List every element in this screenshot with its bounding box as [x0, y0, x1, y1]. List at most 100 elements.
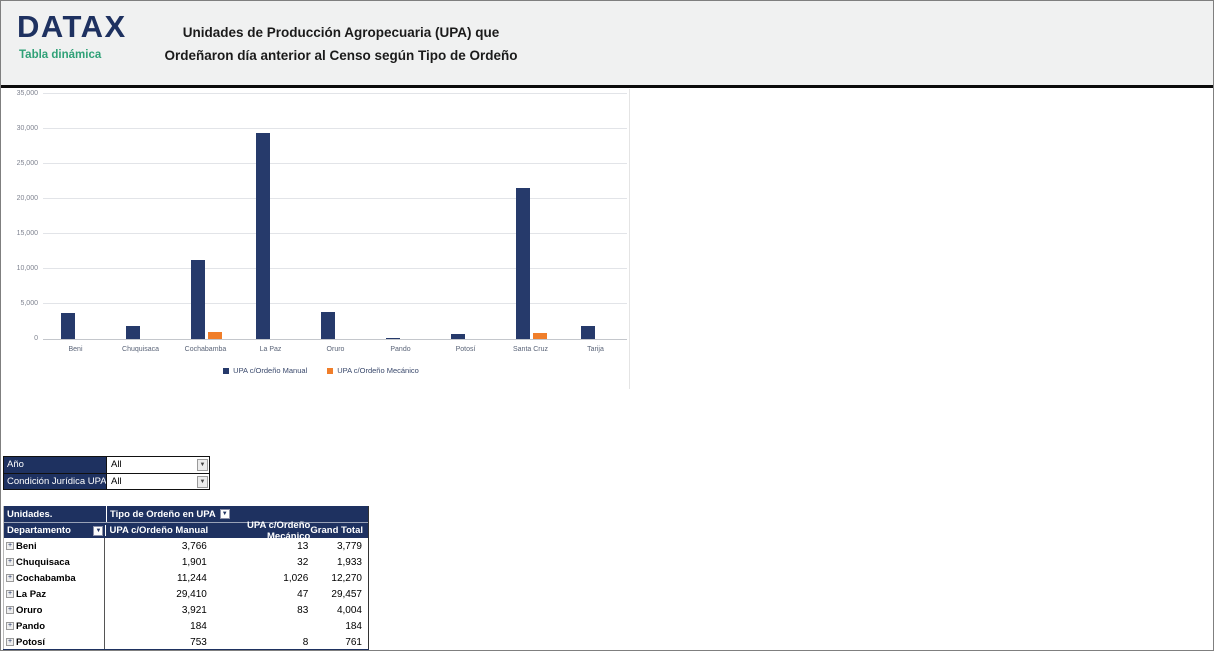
- filter-value-ano[interactable]: All ▼: [106, 457, 209, 473]
- expand-row-button[interactable]: +: [6, 542, 14, 550]
- x-axis-label: Potosí: [455, 346, 476, 353]
- row-label: Oruro: [16, 604, 43, 616]
- expand-row-button[interactable]: +: [6, 638, 14, 646]
- bar-manual: [60, 312, 75, 339]
- row-label: Pando: [16, 620, 46, 632]
- x-axis-label: Oruro: [326, 346, 345, 353]
- page-title: Unidades de Producción Agropecuaria (UPA…: [141, 21, 541, 67]
- cell-grand-total: 1,933: [336, 556, 362, 568]
- bar-mecanico: [532, 332, 547, 339]
- cell-mecanico: 83: [297, 604, 309, 616]
- pivot-corner-label: Unidades.: [7, 508, 53, 520]
- row-label-cell: + La Paz: [4, 586, 106, 602]
- column-filter-dropdown-icon[interactable]: ▼: [219, 509, 230, 519]
- bar-chart: UPA c/Ordeño Manual UPA c/Ordeño Mecánico…: [11, 89, 631, 391]
- row-filter-dropdown-icon[interactable]: ▼: [93, 525, 104, 536]
- pivot-table-body: + Beni 3,766 13 3,779 + Chuquisaca 1,901 32 1,933…: [4, 538, 368, 650]
- pivot-column-group-label: Tipo de Ordeño en UPA: [110, 508, 216, 520]
- header-band: DATAX Tabla dinámica Unidades de Producc…: [1, 1, 1213, 85]
- bar-manual: [190, 260, 205, 339]
- table-row: + Cochabamba 11,244 1,026 12,270: [4, 570, 368, 586]
- row-label-cell: + Cochabamba: [4, 570, 106, 586]
- gridline: [43, 339, 627, 340]
- row-label: Potosí: [16, 636, 46, 648]
- bar-manual: [255, 133, 270, 339]
- gridline: [43, 128, 627, 129]
- cell-manual: 3,921: [181, 604, 207, 616]
- y-axis-tick-label: 0: [34, 335, 38, 342]
- next-row-edge: [3, 649, 369, 650]
- cell-grand-total: 29,457: [331, 588, 362, 600]
- filter-value-ano-text: All: [111, 459, 122, 470]
- cell-mecanico: 32: [297, 556, 309, 568]
- dropdown-arrow-icon[interactable]: ▼: [197, 476, 208, 488]
- table-row: + Oruro 3,921 83 4,004: [4, 602, 368, 618]
- gridline: [43, 93, 627, 94]
- cell-grand-total: 3,779: [336, 540, 362, 552]
- filter-label-ano: Año: [4, 457, 106, 473]
- row-label-cell: + Potosí: [4, 634, 106, 650]
- column-header-manual: UPA c/Ordeño Manual: [105, 525, 208, 536]
- y-axis-tick-label: 5,000: [20, 300, 38, 307]
- bar-manual: [125, 325, 140, 339]
- cell-manual: 29,410: [176, 588, 207, 600]
- legend-swatch-icon: [223, 367, 230, 374]
- bar-manual: [515, 187, 530, 339]
- filter-block: Año All ▼ Condición Jurídica UPA All ▼: [3, 456, 210, 490]
- chart-legend: UPA c/Ordeño Manual UPA c/Ordeño Mecánico: [11, 366, 631, 375]
- pivot-corner-cell: Unidades.: [4, 506, 106, 522]
- expand-row-button[interactable]: +: [6, 558, 14, 566]
- cell-grand-total: 4,004: [336, 604, 362, 616]
- pivot-header-row-1: Unidades. Tipo de Ordeño en UPA ▼: [4, 506, 368, 522]
- gridline: [43, 268, 627, 269]
- expand-row-button[interactable]: +: [6, 590, 14, 598]
- expand-row-button[interactable]: +: [6, 574, 14, 582]
- cell-grand-total: 184: [345, 620, 362, 632]
- x-axis-label: Pando: [390, 346, 411, 353]
- table-row: + Chuquisaca 1,901 32 1,933: [4, 554, 368, 570]
- filter-value-condicion-text: All: [111, 476, 122, 487]
- bar-mecanico: [207, 331, 222, 339]
- pivot-column-group-cell: Tipo de Ordeño en UPA ▼: [106, 506, 368, 522]
- column-header-mecanico: UPA c/Ordeño Mecánico: [246, 519, 311, 542]
- pivot-row-header-cell: Departamento ▼: [4, 523, 105, 538]
- y-axis-tick-label: 35,000: [16, 90, 38, 97]
- page-title-line1: Unidades de Producción Agropecuaria (UPA…: [182, 25, 500, 40]
- table-row: + La Paz 29,410 47 29,457: [4, 586, 368, 602]
- cell-manual: 11,244: [177, 572, 207, 584]
- filter-row-ano: Año All ▼: [4, 457, 209, 473]
- x-axis-label: Chuquisaca: [122, 346, 159, 353]
- cell-mecanico: 1,026: [283, 572, 309, 584]
- gridline: [43, 303, 627, 304]
- table-row: + Potosí 753 8 761: [4, 634, 368, 650]
- y-axis-tick-label: 15,000: [16, 230, 38, 237]
- expand-row-button[interactable]: +: [6, 622, 14, 630]
- bar-manual: [580, 325, 595, 339]
- filter-value-condicion-juridica[interactable]: All ▼: [106, 474, 209, 489]
- cell-mecanico: 8: [302, 636, 309, 648]
- dropdown-arrow-icon[interactable]: ▼: [197, 459, 208, 471]
- row-label-cell: + Oruro: [4, 602, 106, 618]
- logo-datax: DATAX: [17, 9, 127, 44]
- bar-manual: [320, 311, 335, 339]
- row-label: La Paz: [16, 588, 47, 600]
- cell-mecanico: 13: [297, 540, 309, 552]
- pivot-header-row-2: Departamento ▼ UPA c/Ordeño Manual UPA c…: [4, 520, 368, 542]
- pivot-table: Unidades. Tipo de Ordeño en UPA ▼ Depart…: [3, 506, 369, 650]
- filter-label-condicion-juridica: Condición Jurídica UPA: [4, 474, 106, 489]
- y-axis-tick-label: 30,000: [16, 125, 38, 132]
- y-axis-tick-label: 25,000: [16, 160, 38, 167]
- gridline: [43, 198, 627, 199]
- bar-manual: [450, 333, 465, 339]
- cell-mecanico: 47: [297, 588, 309, 600]
- column-header-grand-total: Grand Total: [310, 525, 364, 536]
- logo-subtitle: Tabla dinámica: [19, 49, 102, 61]
- table-row: + Beni 3,766 13 3,779: [4, 538, 368, 554]
- cell-manual: 753: [190, 636, 207, 648]
- gridline: [43, 163, 627, 164]
- legend-swatch-icon: [327, 367, 334, 374]
- gridline: [43, 233, 627, 234]
- row-label: Chuquisaca: [16, 556, 70, 568]
- expand-row-button[interactable]: +: [6, 606, 14, 614]
